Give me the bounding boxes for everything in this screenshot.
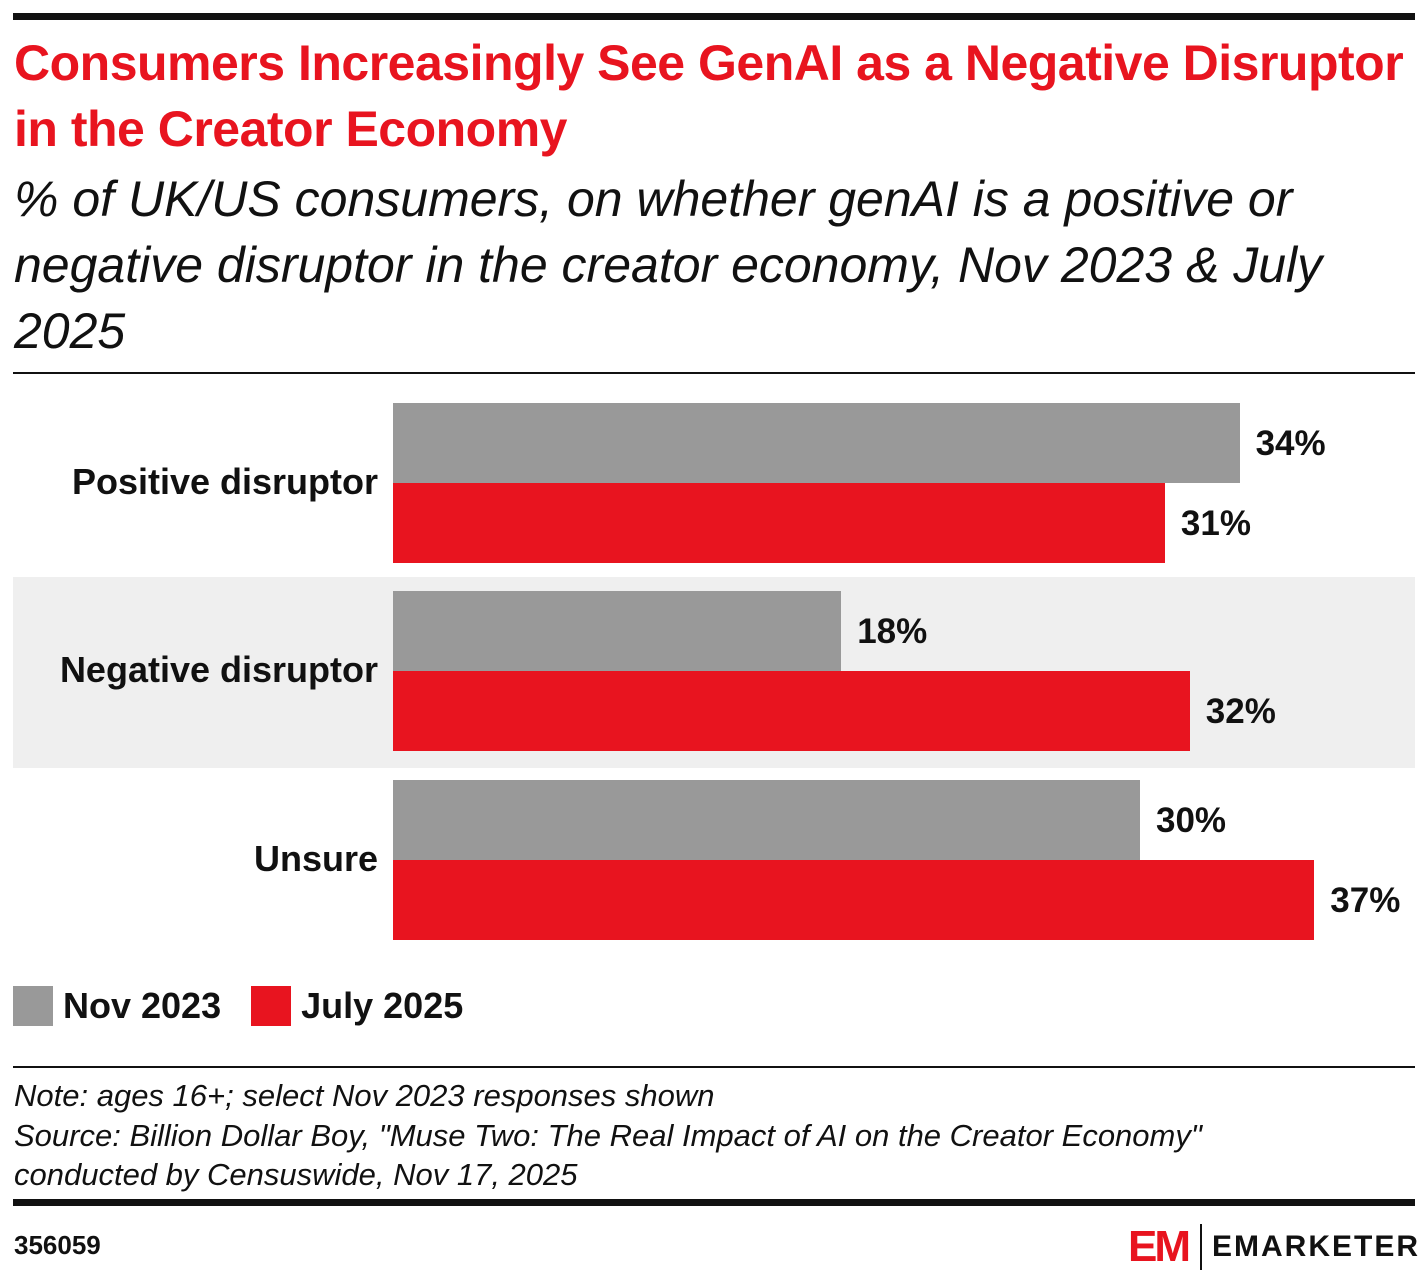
chart-id: 356059 xyxy=(14,1230,101,1260)
footer-rule xyxy=(13,1066,1415,1068)
bar-nov-2023 xyxy=(393,403,1240,483)
bar-nov-2023 xyxy=(393,591,842,671)
source-line-2: conducted by Censuswide, Nov 17, 2025 xyxy=(14,1157,578,1192)
legend-label: Nov 2023 xyxy=(63,985,222,1026)
legend: Nov 2023 July 2025 xyxy=(13,985,463,1027)
source-line-1: Source: Billion Dollar Boy, "Muse Two: T… xyxy=(14,1118,1202,1153)
data-label: 31% xyxy=(1180,504,1251,543)
data-label: 30% xyxy=(1156,801,1227,840)
chart-title: Consumers Increasingly See GenAI as a Ne… xyxy=(14,35,1404,157)
header-rule xyxy=(13,372,1415,374)
logo-text: EMARKETER xyxy=(1212,1230,1421,1263)
chart-subtitle: % of UK/US consumers, on whether genAI i… xyxy=(14,171,1323,359)
bar-nov-2023 xyxy=(393,780,1140,860)
bar-july-2025 xyxy=(393,671,1190,751)
bar-july-2025 xyxy=(393,483,1165,563)
legend-swatch xyxy=(251,986,292,1026)
legend-swatch xyxy=(13,986,53,1026)
note: Note: ages 16+; select Nov 2023 response… xyxy=(14,1078,715,1113)
category-label: Negative disruptor xyxy=(59,649,378,690)
category-label: Positive disruptor xyxy=(71,461,378,502)
logo-mark: EM xyxy=(1128,1222,1191,1271)
plot-area: Positive disruptor 34% 31% Negative disrupt… xyxy=(59,403,1401,940)
data-label: 34% xyxy=(1255,424,1326,463)
bottom-rule xyxy=(13,1199,1415,1206)
bar-july-2025 xyxy=(393,860,1315,940)
legend-item-july-2025: July 2025 xyxy=(251,985,463,1027)
category-label: Unsure xyxy=(253,838,378,879)
emarketer-logo: EM EMARKETER xyxy=(1128,1222,1420,1272)
top-rule xyxy=(13,13,1415,20)
legend-item-nov-2023: Nov 2023 xyxy=(13,985,221,1027)
data-label: 32% xyxy=(1205,692,1276,731)
data-label: 37% xyxy=(1330,881,1401,920)
logo-divider xyxy=(1200,1224,1202,1270)
legend-label: July 2025 xyxy=(301,985,464,1026)
data-label: 18% xyxy=(857,612,928,651)
